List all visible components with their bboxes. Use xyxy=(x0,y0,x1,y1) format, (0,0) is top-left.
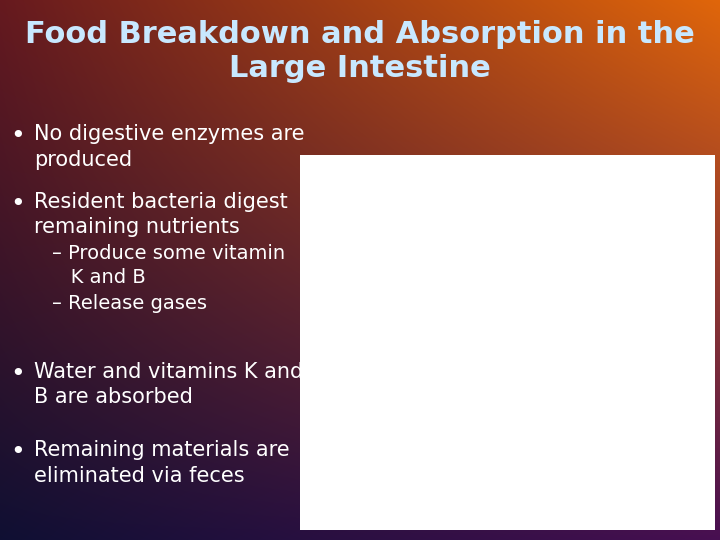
Text: •: • xyxy=(11,440,25,464)
Text: – Produce some vitamin
   K and B: – Produce some vitamin K and B xyxy=(52,244,285,287)
Text: Water and vitamins K and
B are absorbed: Water and vitamins K and B are absorbed xyxy=(34,362,303,407)
Text: – Release gases: – Release gases xyxy=(52,294,207,313)
Text: Resident bacteria digest
remaining nutrients: Resident bacteria digest remaining nutri… xyxy=(34,192,288,237)
Text: Remaining materials are
eliminated via feces: Remaining materials are eliminated via f… xyxy=(34,440,289,485)
Bar xyxy=(300,155,715,530)
Text: •: • xyxy=(11,362,25,386)
Text: Food Breakdown and Absorption in the
Large Intestine: Food Breakdown and Absorption in the Lar… xyxy=(25,20,695,83)
Text: •: • xyxy=(11,124,25,148)
Text: No digestive enzymes are
produced: No digestive enzymes are produced xyxy=(34,124,305,170)
Text: •: • xyxy=(11,192,25,215)
